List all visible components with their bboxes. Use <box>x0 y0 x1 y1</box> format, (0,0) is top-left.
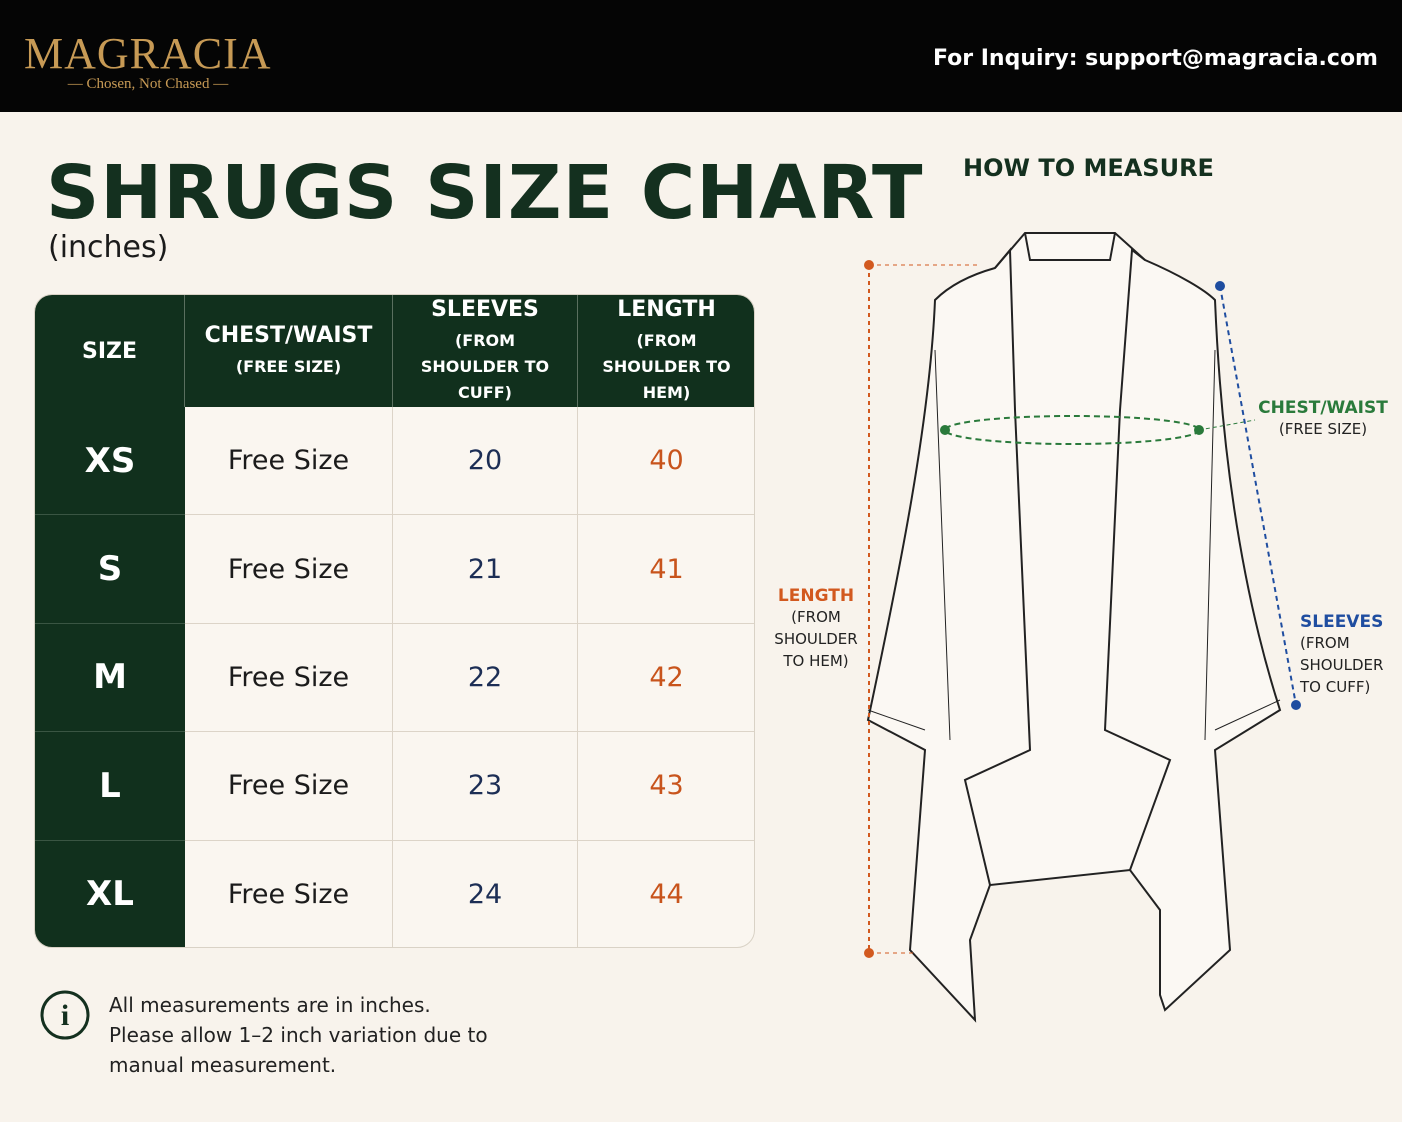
header-note: (FROM SHOULDER TO CUFF) <box>420 330 550 402</box>
header: MAGRACIA — Chosen, Not Chased — For Inqu… <box>0 0 1402 112</box>
table-cell: 24 <box>393 840 578 947</box>
table-cell: Free Size <box>185 623 393 733</box>
brand: MAGRACIA <box>24 29 272 78</box>
size-cell: L <box>35 732 185 841</box>
label-note: (FROM SHOULDER TO CUFF) <box>1300 634 1384 696</box>
header-label: CHEST/WAIST <box>204 322 373 348</box>
note: All measurements are in inches. Please a… <box>109 990 489 1080</box>
table-cell: Free Size <box>185 515 393 624</box>
table-cell: 42 <box>578 624 754 733</box>
label: CHEST/WAIST <box>1258 398 1388 418</box>
size-cell: M <box>35 623 185 733</box>
table-cell: 44 <box>578 841 754 947</box>
title: SHRUGS SIZE CHART <box>46 150 924 236</box>
svg-text:i: i <box>61 999 69 1032</box>
note-line: Please allow 1–2 inch variation due to m… <box>109 1023 488 1077</box>
table-cell: Free Size <box>185 732 393 841</box>
table-cell: Free Size <box>185 407 393 516</box>
table-cell: 23 <box>393 732 578 841</box>
table-cell: 21 <box>393 515 578 624</box>
header-note: (FROM SHOULDER TO HEM) <box>602 330 731 402</box>
column-header: SLEEVES (FROM SHOULDER TO CUFF) <box>393 295 578 407</box>
label-note: (FROM SHOULDER TO HEM) <box>774 608 858 670</box>
tagline: — Chosen, Not Chased — <box>67 76 229 92</box>
info-icon: i <box>40 990 90 1040</box>
tagline-text: Chosen, Not Chased <box>86 76 210 92</box>
table-cell: 20 <box>393 407 578 516</box>
inquiry[interactable]: For Inquiry: support@magracia.com <box>932 46 1378 71</box>
diagram-title: HOW TO MEASURE <box>963 154 1214 182</box>
size-cell: XL <box>35 840 185 947</box>
header-label: SLEEVES <box>431 296 539 322</box>
length-label: LENGTH (FROM SHOULDER TO HEM) <box>770 586 862 672</box>
column-header: CHEST/WAIST (FREE SIZE) <box>185 295 393 407</box>
header-label: LENGTH <box>617 296 716 322</box>
header-note: (FREE SIZE) <box>235 356 342 376</box>
chest-label: CHEST/WAIST (FREE SIZE) <box>1250 398 1396 440</box>
label-note: (FREE SIZE) <box>1278 420 1368 438</box>
sleeves-label: SLEEVES (FROM SHOULDER TO CUFF) <box>1300 612 1390 698</box>
label: SLEEVES <box>1300 612 1384 632</box>
table-cell: 43 <box>578 732 754 841</box>
size-table: SIZE CHEST/WAIST (FREE SIZE) SLEEVES (FROM S… <box>34 294 755 948</box>
table-cell: 40 <box>578 407 754 516</box>
table-cell: Free Size <box>185 840 393 947</box>
column-header: LENGTH (FROM SHOULDER TO HEM) <box>578 295 754 407</box>
size-cell: S <box>35 515 185 624</box>
note-line: All measurements are in inches. <box>109 993 431 1017</box>
table-cell: 41 <box>578 515 754 624</box>
column-header: SIZE <box>35 295 185 407</box>
subtitle: (inches) <box>48 230 169 265</box>
label: LENGTH <box>777 586 855 606</box>
size-cell: XS <box>35 407 185 516</box>
table-cell: 22 <box>393 623 578 733</box>
garment-diagram <box>864 232 1301 1023</box>
header-label: SIZE <box>81 338 137 364</box>
